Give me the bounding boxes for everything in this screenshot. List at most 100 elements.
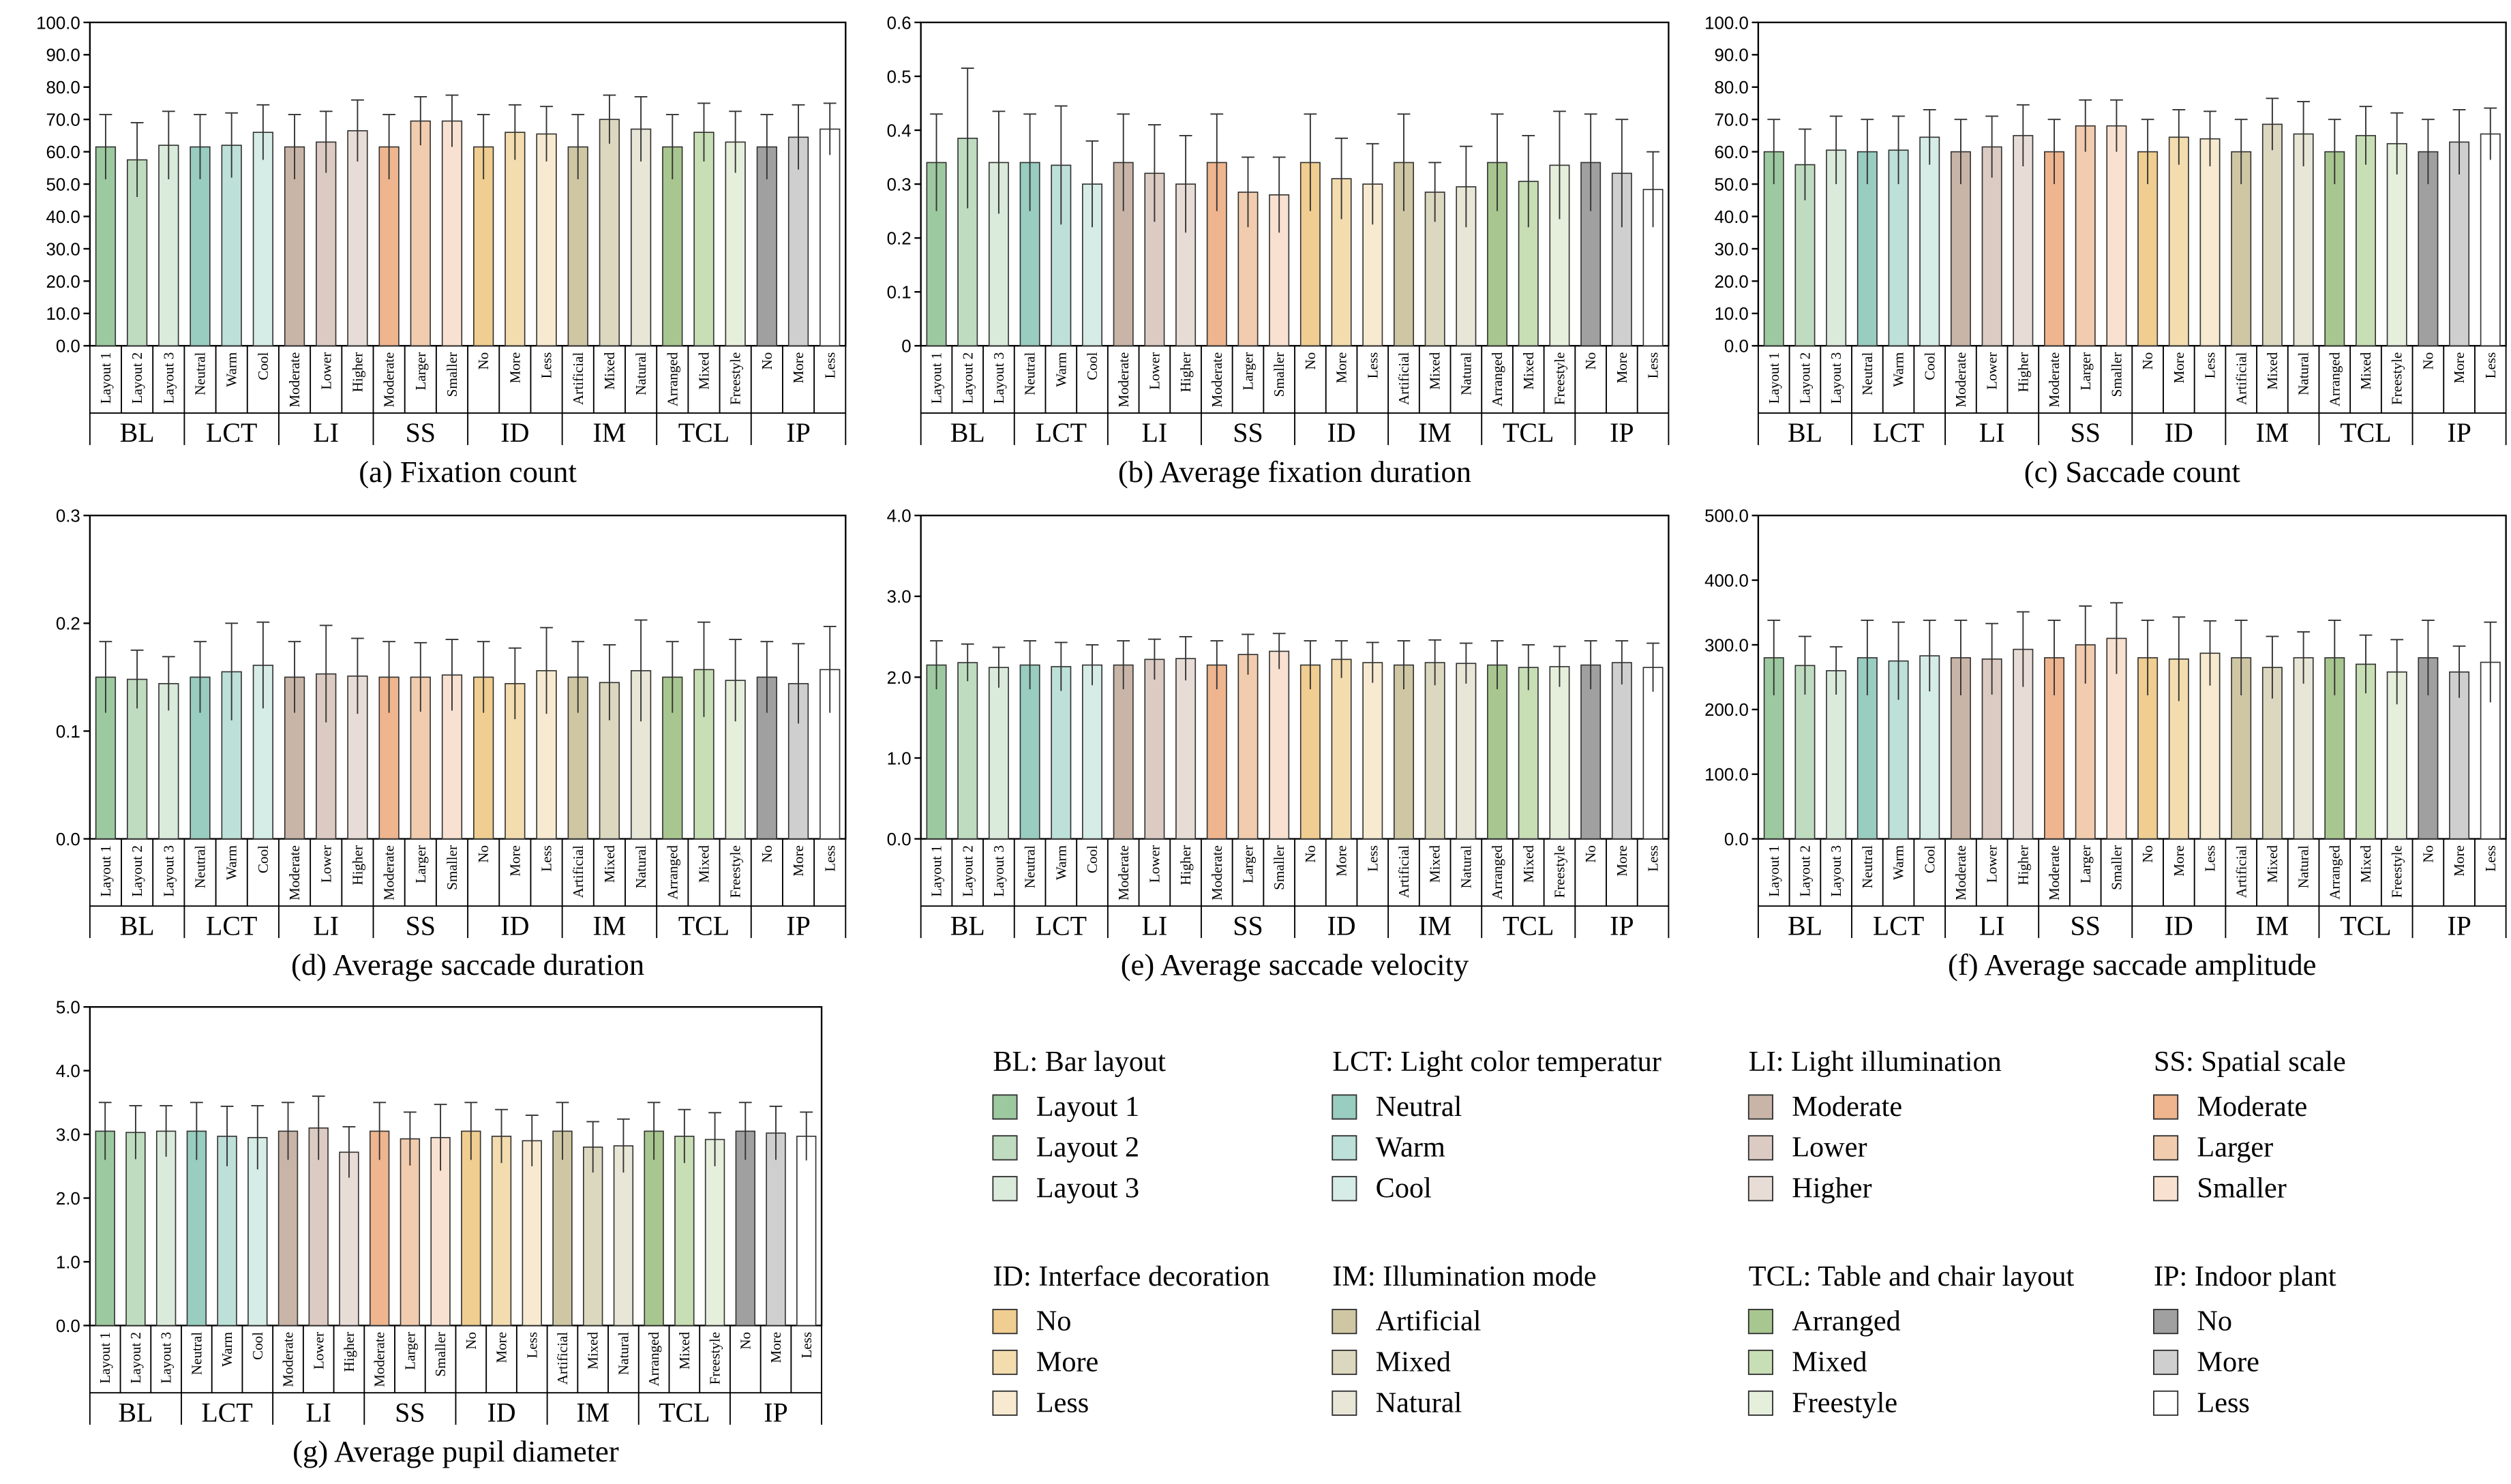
bar: [491, 1136, 512, 1327]
y-tick-label: 200.0: [1704, 701, 1749, 720]
chart-title: (c) Saccade count: [2024, 455, 2241, 489]
group-label: LI: [1979, 910, 2005, 941]
bar: [284, 146, 305, 347]
group-label: IP: [1610, 910, 1634, 941]
legend-label: Natural: [1376, 1387, 1462, 1419]
x-tick-label: Artificial: [570, 352, 586, 406]
group-label: IM: [2256, 417, 2289, 448]
bar: [2418, 151, 2439, 347]
x-tick-label: No: [475, 845, 492, 863]
group-label: TCL: [2340, 910, 2391, 941]
legend-title: BL: Bar layout: [993, 1046, 1166, 1078]
x-tick-label: Smaller: [2108, 845, 2124, 890]
y-tick-label: 0: [901, 337, 911, 357]
bar: [796, 1136, 817, 1327]
y-tick-label: 50.0: [46, 175, 80, 194]
group-label: BL: [950, 417, 985, 448]
x-tick-label: Cool: [1084, 352, 1100, 380]
legend-label: No: [2197, 1305, 2232, 1337]
legend-swatch: [2153, 1135, 2179, 1161]
group-label: ID: [500, 910, 529, 941]
x-tick-label: Less: [524, 1332, 540, 1359]
bar: [1456, 186, 1477, 347]
bar: [2293, 657, 2314, 840]
x-tick-label: No: [2420, 352, 2436, 370]
chart-title: (b) Average fixation duration: [1118, 455, 1471, 489]
x-tick-label: Moderate: [1209, 845, 1225, 900]
bar: [2449, 671, 2470, 840]
bar: [1487, 664, 1508, 840]
y-tick-label: 0.2: [56, 615, 80, 634]
bar: [820, 128, 841, 347]
x-tick-label: Mixed: [1520, 352, 1537, 390]
x-tick-label: More: [1614, 845, 1630, 877]
x-tick-label: Neutral: [1022, 352, 1038, 395]
x-tick-label: Warm: [1891, 352, 1907, 387]
group-label: TCL: [1503, 910, 1554, 941]
x-tick-label: Natural: [2296, 352, 2312, 395]
x-tick-label: Layout 3: [991, 845, 1007, 897]
y-tick-label: 2.0: [56, 1190, 80, 1209]
bar: [1580, 664, 1602, 840]
y-tick-label: 0.6: [887, 14, 912, 33]
x-tick-label: No: [1582, 845, 1599, 863]
legend-swatch: [1332, 1094, 1357, 1120]
legend-group: LI: Light illumination Moderate Lower Highe…: [1747, 1046, 2002, 1205]
bar: [926, 664, 947, 840]
y-tick-label: 0.0: [56, 337, 80, 357]
legend-label: Higher: [1792, 1172, 1871, 1205]
bar: [2449, 141, 2470, 347]
x-tick-label: Natural: [1458, 352, 1474, 395]
bar: [1456, 663, 1477, 840]
bar: [536, 133, 557, 347]
y-tick-label: 3.0: [887, 588, 912, 607]
bar: [505, 132, 526, 347]
bar: [674, 1136, 695, 1327]
chart-title: (e) Average saccade velocity: [1121, 948, 1469, 982]
x-tick-label: More: [2451, 845, 2467, 877]
legend-label: Cool: [1376, 1172, 1432, 1205]
x-tick-label: Warm: [1053, 845, 1069, 880]
chart: 0.0 10.0 20.0 30.0 40.0 50.0 60.0 70.0 80.0 90.0 1…: [36, 14, 847, 489]
bar: [1919, 136, 1940, 347]
x-tick-label: Cool: [250, 1332, 266, 1360]
y-tick-label: 20.0: [1715, 273, 1749, 292]
legend-swatch: [992, 1349, 1018, 1376]
group-label: ID: [1327, 417, 1356, 448]
x-tick-label: Layout 3: [1828, 845, 1844, 897]
x-tick-label: Less: [1645, 845, 1662, 872]
x-tick-label: Less: [2482, 352, 2499, 379]
x-tick-label: Neutral: [192, 352, 209, 395]
legend-label: Layout 3: [1036, 1172, 1139, 1205]
x-tick-label: Mixed: [601, 845, 618, 883]
chart: 0.0 100.0 200.0 300.0 400.0 500.0 Layout 1 Layo…: [1704, 507, 2507, 982]
bar: [599, 119, 620, 347]
y-tick-label: 10.0: [1715, 305, 1749, 324]
chart: 0.0 1.0 2.0 3.0 4.0 5.0 Layout 1 Layout 2 Layout…: [56, 999, 823, 1468]
x-tick-label: Moderate: [381, 845, 397, 900]
x-tick-label: Larger: [1240, 352, 1257, 391]
group-label: SS: [1233, 417, 1263, 448]
x-tick-label: Moderate: [1115, 845, 1132, 900]
x-tick-label: Warm: [219, 1331, 235, 1367]
y-tick-label: 30.0: [46, 240, 80, 259]
y-tick-label: 4.0: [56, 1062, 80, 1081]
x-tick-label: Artificial: [2233, 845, 2249, 898]
group-label: BL: [120, 417, 155, 448]
legend-label: Moderate: [1792, 1091, 1902, 1123]
bar: [400, 1138, 421, 1327]
legend-swatch: [2153, 1176, 2179, 1202]
y-tick-label: 0.0: [1724, 830, 1749, 849]
y-tick-label: 0.5: [887, 67, 912, 87]
bar: [308, 1127, 329, 1327]
x-tick-label: Neutral: [1859, 845, 1876, 888]
group-label: IP: [764, 1397, 787, 1427]
legend-group: LCT: Light color temperatur Neutral Warm Co…: [1332, 1046, 1662, 1205]
y-tick-label: 20.0: [46, 273, 80, 292]
x-tick-label: Layout 3: [991, 352, 1007, 404]
bar: [1642, 189, 1664, 347]
group-label: LI: [1979, 417, 2005, 448]
legend-group: IM: Illumination mode Artificial Mixed Natu…: [1332, 1260, 1597, 1419]
y-tick-label: 0.4: [887, 121, 912, 140]
bar: [1763, 657, 1784, 840]
